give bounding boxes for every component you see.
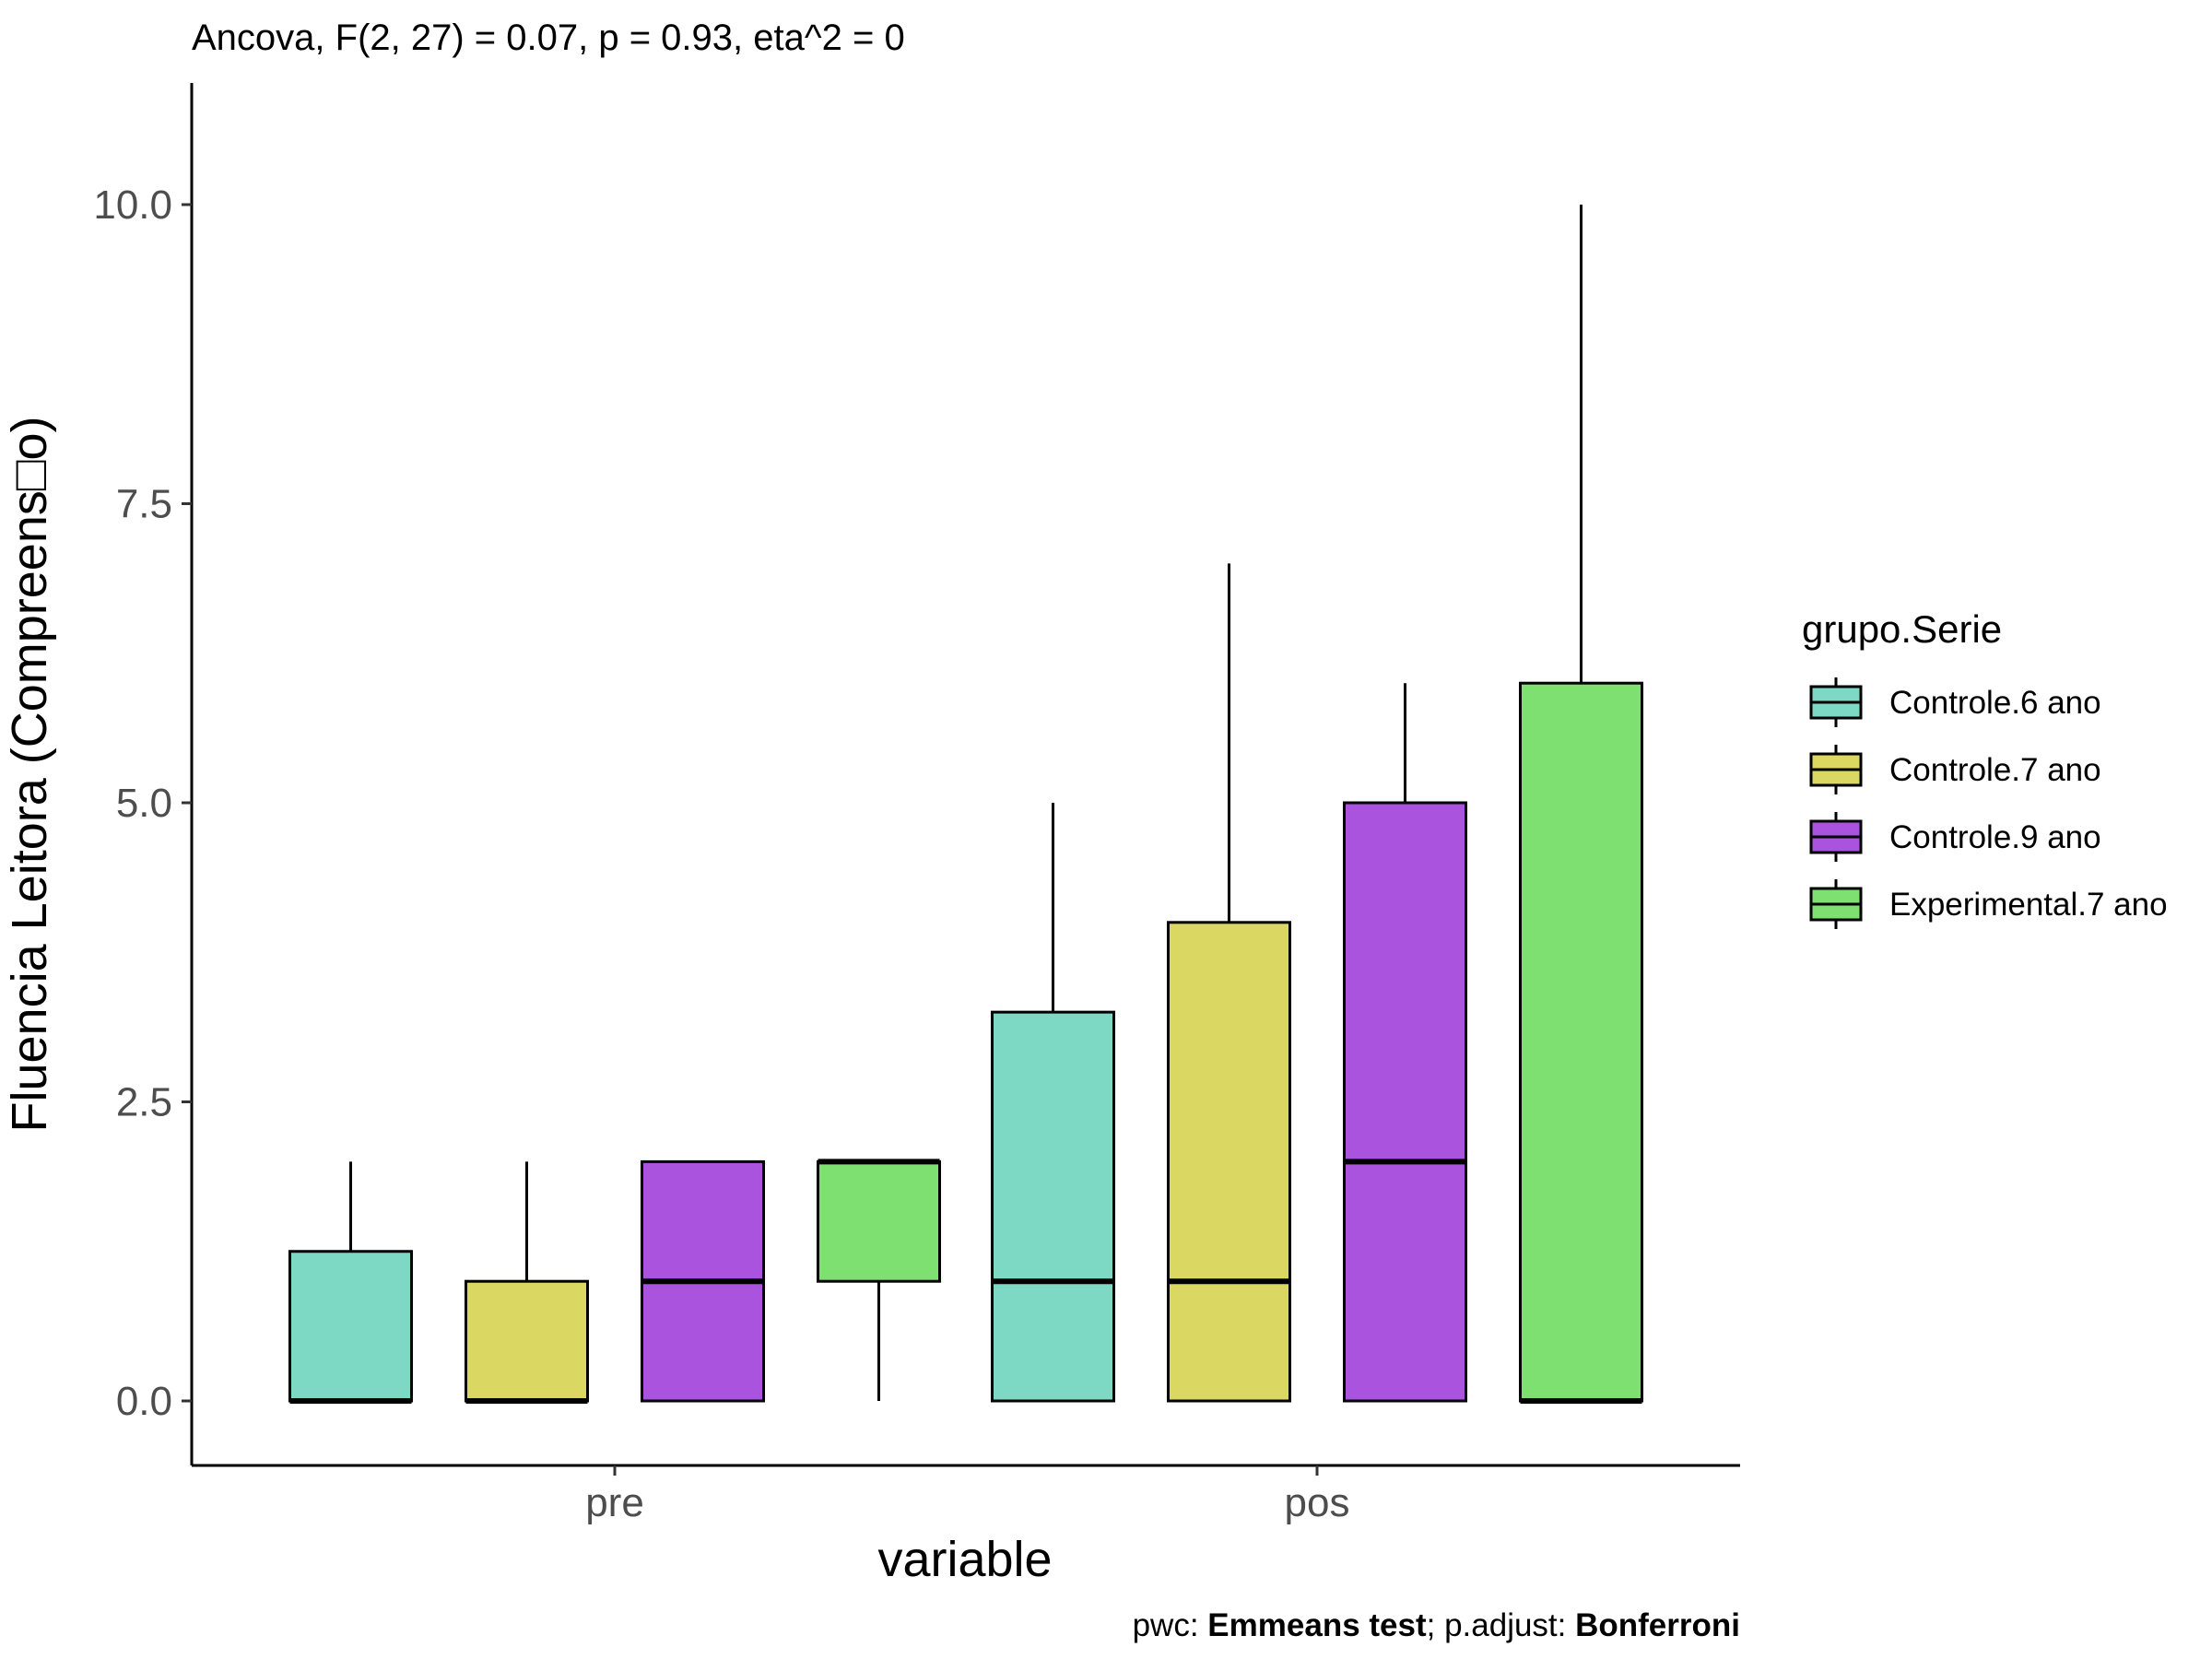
legend-item: Controle.9 ano <box>1809 812 2101 862</box>
chart-title: Ancova, F(2, 27) = 0.07, p = 0.93, eta^2… <box>192 18 905 58</box>
box-pre-3 <box>641 1159 765 1403</box>
y-axis-title: Fluencia Leitora (Compreens□o) <box>2 417 57 1133</box>
legend-items: Controle.6 ano Controle.7 ano Controle.9 a… <box>1809 677 2168 929</box>
legend-label: Controle.6 ano <box>1889 685 2101 721</box>
legend: grupo.Serie Controle.6 ano Controle.7 ano… <box>1802 607 2168 929</box>
box-pre-2 <box>465 1161 589 1404</box>
x-axis-title: variable <box>877 1532 1052 1587</box>
box-body <box>1519 681 1643 1403</box>
plot-area <box>288 205 1643 1404</box>
box-pos-4 <box>1519 205 1643 1404</box>
caption-part: ; p.adjust: <box>1427 1607 1575 1643</box>
y-axis-ticks: 0.0 2.5 5.0 7.5 10.0 <box>93 182 192 1424</box>
y-tick-label: 2.5 <box>116 1080 172 1125</box>
legend-label: Controle.9 ano <box>1889 819 2101 855</box>
legend-item: Controle.6 ano <box>1809 677 2101 727</box>
box-pos-1 <box>991 803 1115 1403</box>
y-tick-label: 5.0 <box>116 781 172 826</box>
box-pre-1 <box>288 1161 413 1404</box>
caption: pwc: Emmeans test; p.adjust: Bonferroni <box>1133 1607 1740 1643</box>
y-tick-label: 10.0 <box>93 182 172 228</box>
caption-bold-part: Emmeans test <box>1207 1607 1427 1643</box>
caption-bold-part: Bonferroni <box>1575 1607 1740 1643</box>
legend-label: Experimental.7 ano <box>1889 887 2168 923</box>
legend-label: Controle.7 ano <box>1889 752 2101 788</box>
legend-item: Experimental.7 ano <box>1809 879 2168 929</box>
x-axis-ticks: pre pos <box>585 1465 1349 1525</box>
box-pre-4 <box>817 1159 941 1401</box>
box-body <box>991 1010 1115 1403</box>
caption-part: pwc: <box>1133 1607 1208 1643</box>
box-pos-2 <box>1167 563 1291 1403</box>
box-pos-3 <box>1343 683 1467 1403</box>
legend-title: grupo.Serie <box>1802 607 2002 651</box>
x-tick-label: pre <box>585 1480 644 1525</box>
legend-item: Controle.7 ano <box>1809 745 2101 794</box>
box-body <box>288 1250 413 1403</box>
y-tick-label: 0.0 <box>116 1379 172 1424</box>
box-body <box>465 1279 589 1403</box>
y-tick-label: 7.5 <box>116 482 172 527</box>
box-body <box>817 1159 941 1283</box>
x-tick-label: pos <box>1285 1480 1350 1525</box>
box-body <box>1343 801 1467 1403</box>
box-body <box>1167 921 1291 1403</box>
